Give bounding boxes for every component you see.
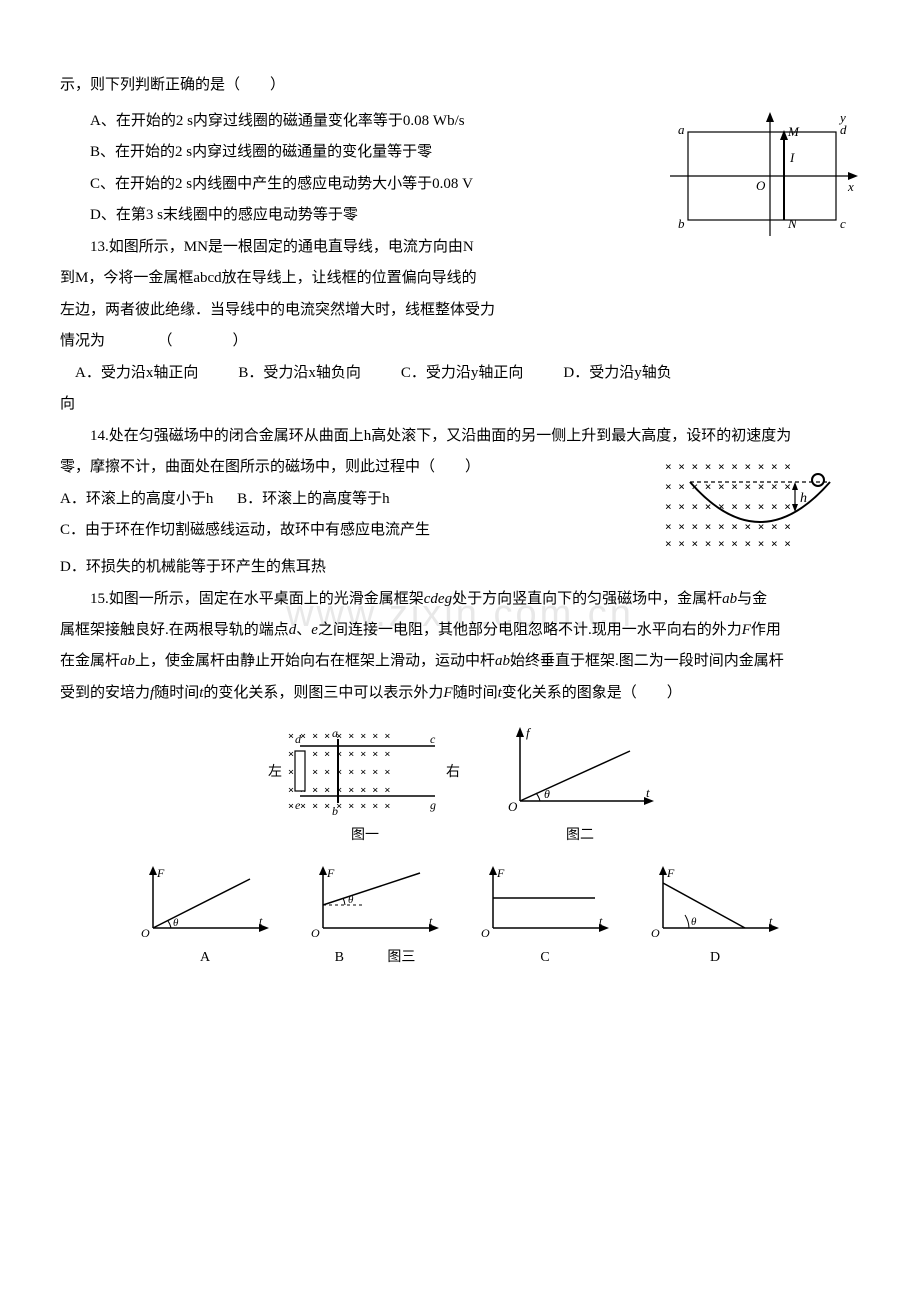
q12-opt-c: C、在开始的2 s内线圈中产生的感应电动势大小等于0.08 V [60, 169, 652, 201]
q14-opt-a: A．环滚上的高度小于h [60, 491, 213, 507]
q13-line3: 左边，两者彼此绝缘．当导线中的电流突然增大时，线框整体受力 [60, 295, 652, 327]
q15-figs-top: × × × × × × × × × × × × × × × × × × × × … [60, 721, 860, 850]
q13-opt-d: D．受力沿y轴负 [563, 358, 671, 390]
q15-l1: 15.如图一所示，固定在水平桌面上的光滑金属框架cdeg处于方向竖直向下的匀强磁… [60, 584, 860, 616]
graph-a-label: A [135, 943, 275, 972]
graph-a: θ F t O A [135, 863, 275, 972]
q14-opt-d: D．环损失的机械能等于环产生的焦耳热 [60, 552, 860, 584]
graph-c-label: C [475, 943, 615, 972]
fig3-label: 图三 [387, 950, 415, 965]
svg-text:θ: θ [691, 916, 697, 928]
q15-l2: 属框架接触良好.在两根导轨的端点d、e之间连接一电阻，其他部分电阻忽略不计.现用… [60, 615, 860, 647]
svg-text:O: O [481, 926, 490, 940]
q14-body1: 14.处在匀强磁场中的闭合金属环从曲面上h高处滚下，又沿曲面的另一侧上升到最大高… [60, 421, 860, 453]
graph-c: F t O C [475, 863, 615, 972]
svg-text:t: t [646, 785, 650, 800]
svg-text:F: F [666, 866, 675, 880]
svg-text:O: O [508, 799, 518, 814]
svg-text:θ: θ [348, 894, 354, 906]
q12-opt-b: B、在开始的2 s内穿过线圈的磁通量的变化量等于零 [60, 137, 652, 169]
q14-opt-b: B．环滚上的高度等于h [237, 491, 390, 507]
q13-line1: 13.如图所示，MN是一根固定的通电直导线，电流方向由N [60, 232, 652, 264]
svg-text:d: d [295, 732, 302, 746]
corner-c: c [840, 216, 846, 231]
corner-a: a [678, 122, 685, 137]
q15-l4: 受到的安培力f随时间t的变化关系，则图三中可以表示外力F随时间t变化关系的图象是… [60, 678, 860, 710]
origin-label: O [756, 178, 766, 193]
graph-d: θ F t O D [645, 863, 785, 972]
svg-text:× × × × × × × × ×: × × × × × × × × × [288, 801, 390, 812]
q13-opt-a: A．受力沿x轴正向 [75, 358, 198, 390]
q12-q13-row: A、在开始的2 s内穿过线圈的磁通量变化率等于0.08 Wb/s B、在开始的2… [60, 106, 860, 327]
label-h: h [800, 491, 807, 506]
corner-d: d [840, 122, 847, 137]
svg-text:O: O [311, 926, 320, 940]
svg-text:× × × × × × × × × ×: × × × × × × × × × × [665, 520, 791, 533]
svg-text:e: e [295, 798, 301, 812]
svg-text:F: F [326, 866, 335, 880]
svg-text:b: b [332, 804, 338, 818]
q14-row: 零，摩擦不计，曲面处在图所示的磁场中，则此过程中（ ） A．环滚上的高度小于h … [60, 452, 860, 552]
svg-text:O: O [651, 926, 660, 940]
fig1-label: 图一 [260, 821, 470, 850]
fig2-label: 图二 [500, 821, 660, 850]
q14-body2: 零，摩擦不计，曲面处在图所示的磁场中，则此过程中（ ） [60, 452, 652, 484]
graph-b: θ F t O B 图三 [305, 863, 445, 972]
svg-text:f: f [526, 725, 532, 740]
q13-opt-d-cont: 向 [60, 389, 860, 421]
svg-text:O: O [141, 926, 150, 940]
svg-text:F: F [156, 866, 165, 880]
svg-text:右: 右 [446, 764, 460, 780]
corner-b: b [678, 216, 685, 231]
svg-text:c: c [430, 732, 436, 746]
svg-text:左: 左 [268, 764, 282, 780]
svg-text:F: F [496, 866, 505, 880]
label-M: M [787, 124, 800, 139]
q13-opt-b: B．受力沿x轴负向 [238, 358, 361, 390]
svg-text:× × × × × × × × ×: × × × × × × × × × [288, 731, 390, 742]
axis-x-label: x [847, 179, 854, 194]
svg-text:θ: θ [173, 917, 179, 929]
svg-text:× × × × × × × × × ×: × × × × × × × × × × [665, 500, 791, 513]
q13-opt-c: C．受力沿y轴正向 [401, 358, 524, 390]
q13-line4: 情况为 （ ） [60, 326, 860, 358]
q12-opt-d: D、在第3 s末线圈中的感应电动势等于零 [60, 200, 652, 232]
q14-opt-c: C．由于环在作切割磁感线运动，故环中有感应电流产生 [60, 515, 652, 547]
svg-text:θ: θ [544, 787, 550, 801]
q13-line2: 到M，今将一金属框abcd放在导线上，让线框的位置偏向导线的 [60, 263, 652, 295]
q15-figs-bottom: θ F t O A θ F t O B 图三 [60, 863, 860, 972]
q12-opt-a: A、在开始的2 s内穿过线圈的磁通量变化率等于0.08 Wb/s [60, 106, 652, 138]
svg-text:× × × × × × × × × ×: × × × × × × × × × × [665, 460, 791, 473]
q13-figure: y x O a d b c M N I [660, 106, 860, 246]
svg-text:g: g [430, 798, 436, 812]
fig2-container: θ f t O 图二 [500, 721, 660, 850]
label-I: I [789, 150, 795, 165]
q13-options: A．受力沿x轴正向 B．受力沿x轴负向 C．受力沿y轴正向 D．受力沿y轴负 [60, 358, 860, 390]
q14-figure: × × × × × × × × × × × × × × × × × × × × … [660, 452, 860, 552]
graph-d-label: D [645, 943, 785, 972]
q15-l3: 在金属杆ab上，使金属杆由静止开始向右在框架上滑动，运动中杆ab始终垂直于框架.… [60, 646, 860, 678]
graph-b-label: B 图三 [305, 943, 445, 972]
svg-text:× × × × × × × × × ×: × × × × × × × × × × [665, 537, 791, 550]
q12-tail: 示，则下列判断正确的是（ ） [60, 70, 860, 102]
q14-opts-ab: A．环滚上的高度小于h B．环滚上的高度等于h [60, 484, 652, 516]
label-N: N [787, 216, 798, 231]
svg-text:a: a [332, 726, 338, 740]
fig1-container: × × × × × × × × × × × × × × × × × × × × … [260, 721, 470, 850]
